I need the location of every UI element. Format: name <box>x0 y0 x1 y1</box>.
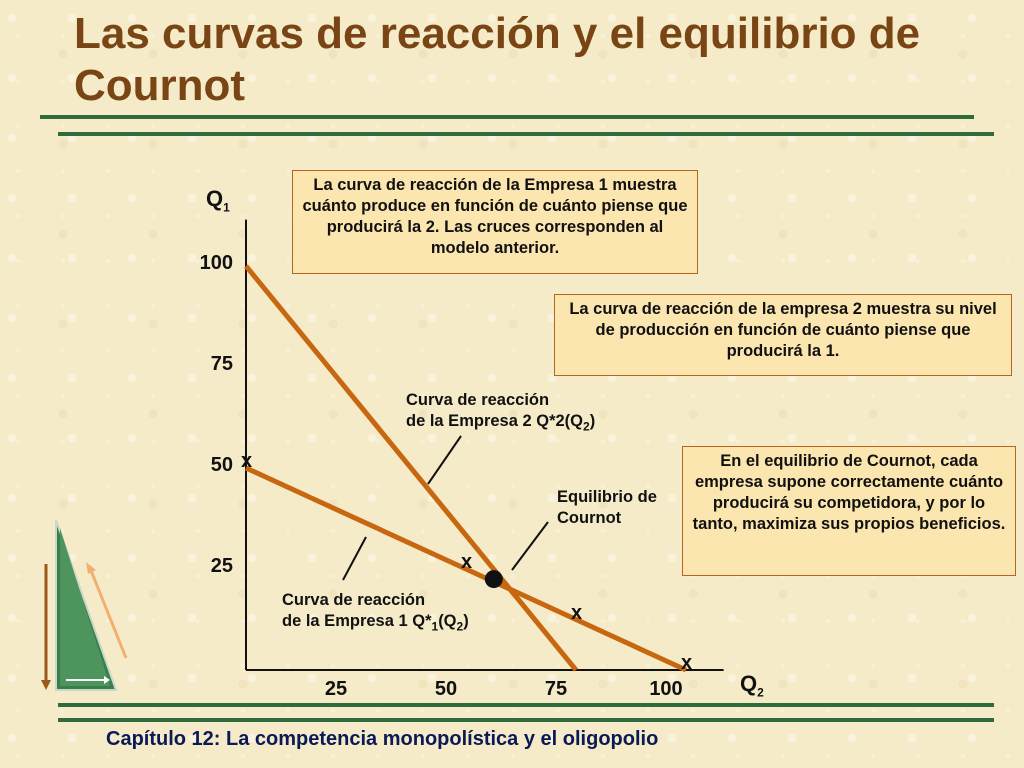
title-divider-bottom <box>58 132 994 136</box>
firm2-label-pointer <box>427 435 462 485</box>
y-axis-label: Q1 <box>206 186 230 215</box>
cross-marker: x <box>571 601 583 624</box>
firm1-note-box: La curva de reacción de la Empresa 1 mue… <box>292 170 698 274</box>
firm1-label-pointer <box>342 536 367 581</box>
y-tick-label: 25 <box>210 555 233 577</box>
firm1-curve-label: Curva de reacción de la Empresa 1 Q*1(Q2… <box>282 591 469 634</box>
y-tick-label: 100 <box>199 252 233 274</box>
title-divider-top <box>40 115 974 119</box>
equilibrium-note-box: En el equilibrio de Cournot, cada empres… <box>682 446 1016 576</box>
navigation-triangle-icon <box>41 519 128 691</box>
x-tick-label: 25 <box>324 678 348 700</box>
firm1-reaction-curve <box>244 465 688 673</box>
footer-chapter: Capítulo 12: La competencia monopolístic… <box>106 728 659 750</box>
firm2-curve-label: Curva de reacción de la Empresa 2 Q*2(Q2… <box>406 391 596 434</box>
x-tick-label: 100 <box>649 678 683 700</box>
cross-marker: x <box>461 551 473 573</box>
x-axis-label: Q2 <box>740 671 764 700</box>
footer-divider-top <box>58 703 994 707</box>
firm2-note-box: La curva de reacción de la empresa 2 mue… <box>554 294 1012 376</box>
footer-divider-bottom <box>58 718 994 722</box>
x-tick-label: 75 <box>544 678 568 700</box>
equilibrium-pointer <box>511 521 549 571</box>
x-tick-label: 50 <box>434 678 458 700</box>
y-tick-label: 50 <box>210 454 233 476</box>
equilibrium-point <box>484 570 503 589</box>
equilibrium-label: Equilibrio de Cournot <box>557 488 657 527</box>
cross-marker: x <box>241 450 253 472</box>
slide-title: Las curvas de reacción y el equilibrio d… <box>74 9 921 110</box>
firm2-reaction-curve <box>244 264 578 672</box>
cross-marker: x <box>681 652 693 674</box>
y-tick-label: 75 <box>210 353 233 375</box>
